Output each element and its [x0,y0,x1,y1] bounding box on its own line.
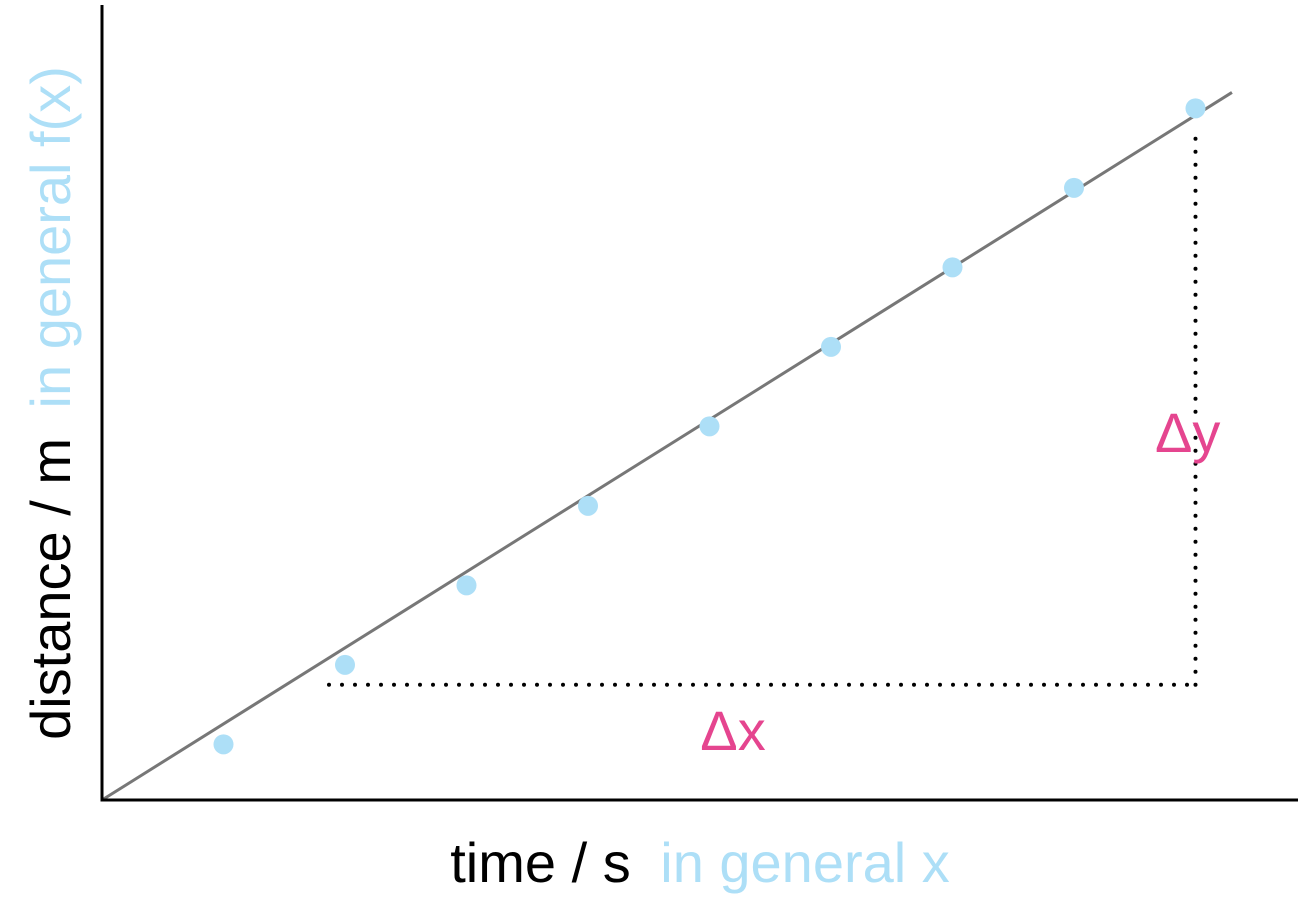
x-axis-label-main: time / s [450,831,630,894]
delta-y-label: Δy [1155,401,1220,464]
data-point [213,734,234,755]
data-point [578,495,598,516]
y-axis-label-general: in general f(x) [19,66,82,408]
data-point [821,336,841,357]
plot-layer [100,5,1298,802]
y-axis-label: distance / m in general f(x) [19,66,82,740]
delta-x-label: Δx [700,699,765,762]
label-layer: time / s in general x distance / m in ge… [19,66,1220,894]
data-point [1064,177,1084,198]
y-axis-label-main: distance / m [19,438,82,740]
data-point [942,257,963,278]
fit-line [101,91,1233,802]
data-point [1185,98,1206,119]
x-axis-label-general: in general x [660,831,950,894]
data-point [699,416,720,437]
x-axis-label: time / s in general x [450,831,950,894]
data-point [456,575,477,596]
data-point [335,654,355,675]
